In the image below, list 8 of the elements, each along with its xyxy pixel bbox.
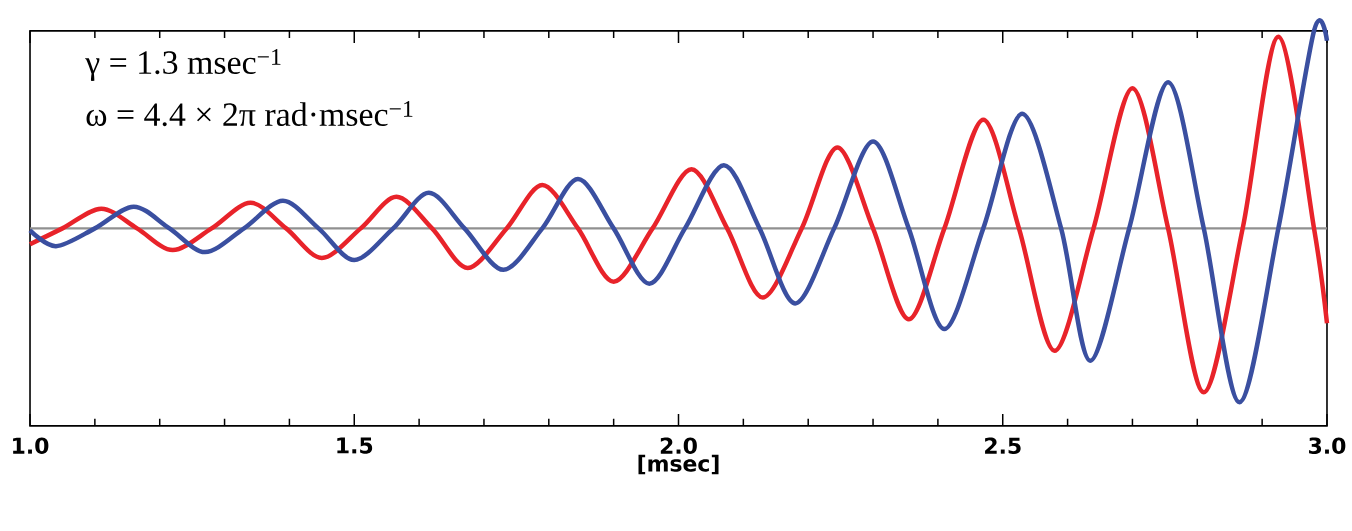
annotation: ω = 4.4 × 2π rad·msec$^{−1}$ <box>86 101 413 127</box>
x-axis-title: [msec] <box>638 454 719 475</box>
x-tick-label: 2.5 <box>985 437 1021 455</box>
annotation: γ = 1.3 msec$^{−1}$ <box>85 49 281 82</box>
x-tick-label: 2.0 <box>660 437 697 455</box>
x-tick-label: 1.0 <box>13 437 49 455</box>
x-tick-label: 3.0 <box>1309 437 1346 455</box>
x-tick-label: 1.5 <box>337 437 373 454</box>
